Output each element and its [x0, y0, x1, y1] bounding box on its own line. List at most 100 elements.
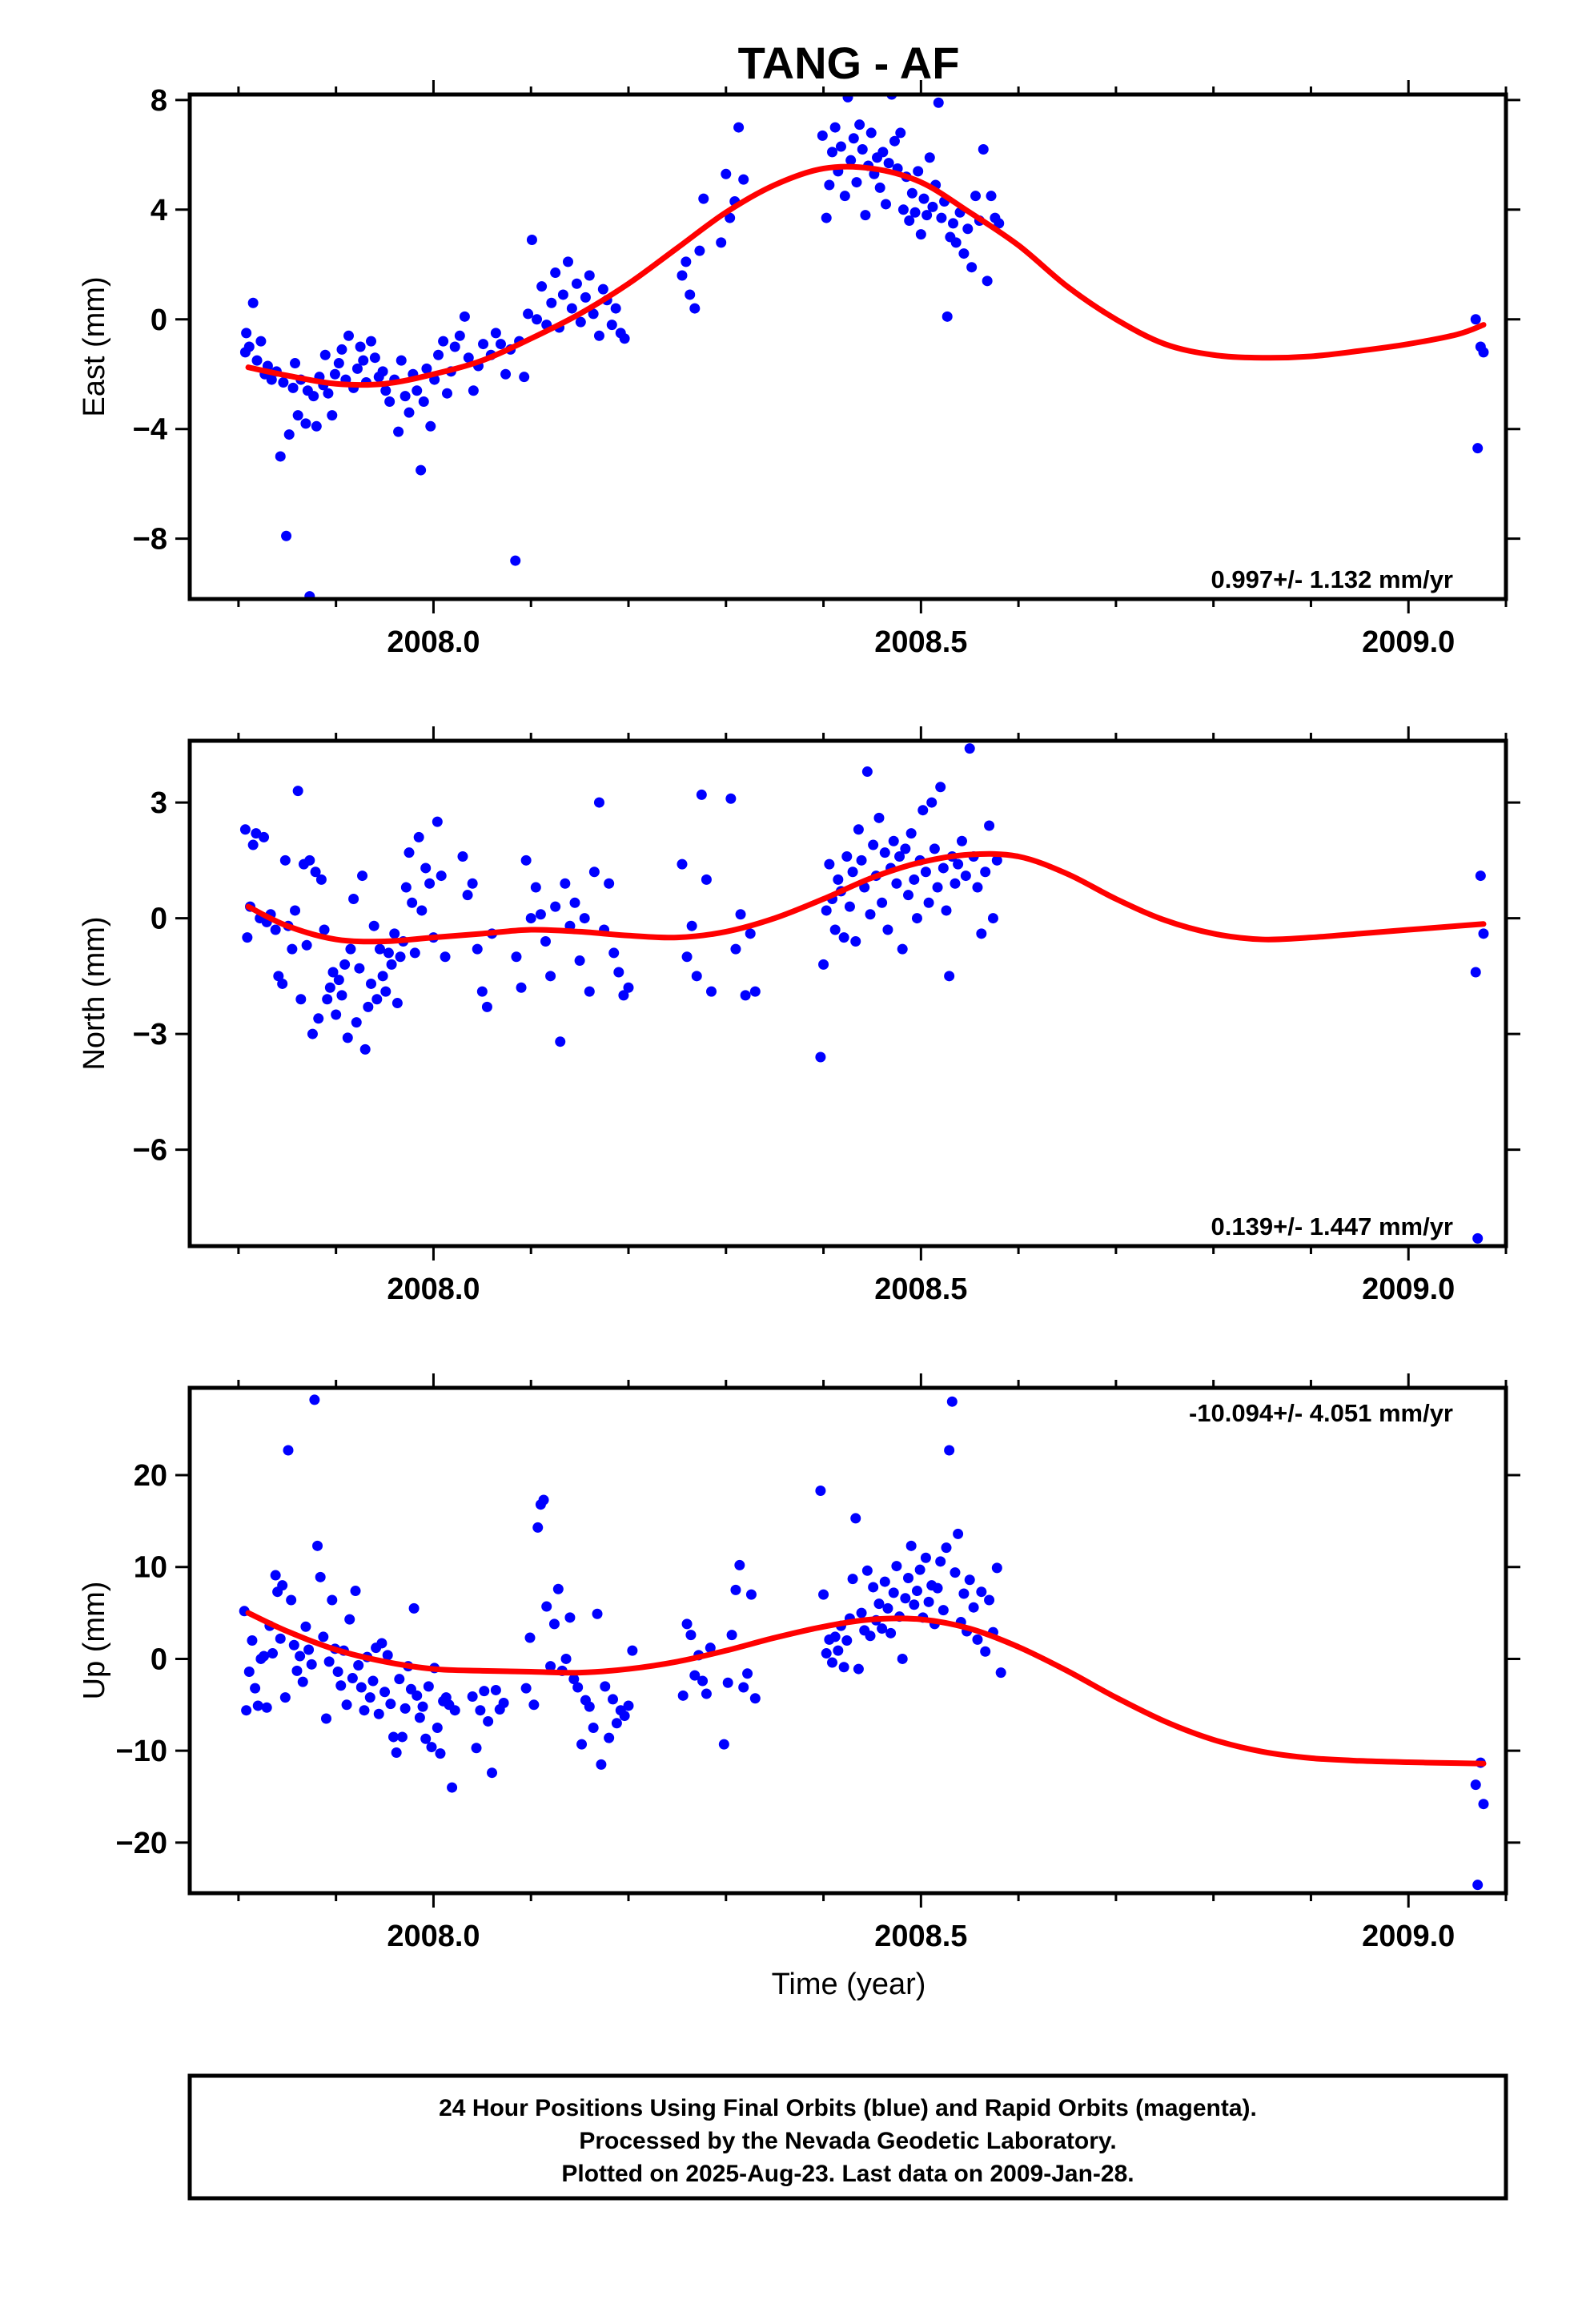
data-point — [611, 1718, 622, 1729]
data-point — [1470, 967, 1481, 978]
data-point — [313, 1013, 324, 1024]
data-point — [964, 1574, 975, 1586]
figure-title: TANG - AF — [738, 38, 960, 88]
data-point — [938, 862, 949, 874]
footer-line-3: Plotted on 2025-Aug-23. Last data on 200… — [561, 2161, 1134, 2187]
data-point — [882, 1602, 893, 1614]
data-point — [574, 955, 585, 967]
data-point — [738, 174, 749, 185]
data-point — [938, 1605, 949, 1616]
data-point — [287, 382, 299, 393]
data-point — [344, 1614, 355, 1625]
data-point — [726, 1630, 737, 1641]
data-point — [391, 998, 403, 1009]
data-point — [303, 1644, 315, 1655]
data-point — [868, 839, 879, 850]
data-point — [320, 1713, 331, 1724]
data-point — [432, 1722, 443, 1733]
data-point — [894, 851, 905, 862]
data-point — [306, 1659, 317, 1670]
plot-frame — [187, 738, 1508, 1248]
data-point — [421, 363, 432, 374]
data-point — [677, 1690, 689, 1701]
data-point — [829, 924, 841, 935]
data-point — [827, 147, 838, 158]
data-point — [619, 1711, 630, 1722]
data-point — [377, 971, 388, 982]
x-tick-label: 2008.0 — [387, 625, 480, 659]
data-point — [987, 913, 998, 924]
data-point — [345, 943, 356, 955]
data-point — [694, 245, 705, 256]
data-point — [885, 1627, 897, 1638]
data-point — [982, 275, 993, 287]
data-point — [576, 1739, 588, 1750]
data-point — [545, 1661, 556, 1672]
data-point — [483, 1715, 494, 1727]
data-point — [259, 1651, 270, 1662]
data-point — [735, 909, 746, 920]
y-tick-label: 10 — [134, 1551, 167, 1585]
data-point — [623, 1700, 634, 1711]
data-point — [824, 179, 835, 191]
data-point — [833, 1645, 844, 1656]
data-point — [619, 333, 630, 344]
data-point — [946, 1396, 958, 1407]
data-point — [341, 1699, 352, 1711]
data-point — [557, 289, 568, 300]
data-point — [555, 1036, 566, 1047]
data-point — [447, 1782, 458, 1793]
data-point — [906, 187, 917, 199]
data-point — [404, 847, 415, 858]
data-point — [606, 320, 617, 331]
data-point — [888, 835, 899, 846]
data-point — [681, 951, 693, 963]
data-point — [839, 191, 850, 202]
data-point — [519, 372, 530, 383]
y-tick-label: −4 — [133, 413, 167, 447]
data-point — [420, 862, 432, 874]
data-point — [976, 1586, 987, 1598]
data-point — [295, 994, 307, 1005]
data-point — [580, 292, 591, 303]
data-point — [984, 1594, 995, 1606]
data-point — [312, 1540, 323, 1551]
data-point — [261, 1702, 272, 1713]
data-point — [308, 391, 319, 402]
data-point — [355, 341, 366, 352]
data-point — [891, 878, 902, 889]
data-point — [833, 874, 844, 885]
data-point — [242, 932, 253, 943]
data-point — [546, 297, 557, 308]
data-point — [821, 212, 832, 223]
data-point — [623, 982, 634, 993]
data-point — [266, 374, 277, 385]
data-point — [689, 1670, 701, 1681]
data-point — [277, 978, 288, 989]
data-point — [468, 385, 479, 396]
y-tick-label: −8 — [133, 523, 167, 557]
data-point — [353, 1659, 364, 1671]
data-point — [329, 368, 340, 380]
data-point — [400, 882, 412, 893]
data-point — [413, 831, 424, 842]
data-point — [336, 990, 347, 1001]
data-point — [888, 1587, 899, 1598]
data-point — [745, 928, 756, 939]
data-point — [856, 1607, 867, 1618]
data-point — [417, 1701, 428, 1712]
data-point — [877, 1623, 888, 1634]
data-point — [368, 920, 379, 931]
data-point — [681, 1618, 693, 1630]
y-tick-label: −6 — [133, 1134, 167, 1168]
data-point — [722, 1677, 733, 1688]
data-point — [865, 1630, 876, 1642]
data-point — [850, 935, 861, 947]
data-point — [471, 1743, 482, 1754]
data-point — [914, 1564, 926, 1575]
data-point — [995, 1667, 1006, 1679]
data-point — [395, 951, 406, 963]
data-point — [301, 939, 312, 951]
data-point — [300, 1621, 311, 1632]
data-point — [701, 874, 712, 885]
